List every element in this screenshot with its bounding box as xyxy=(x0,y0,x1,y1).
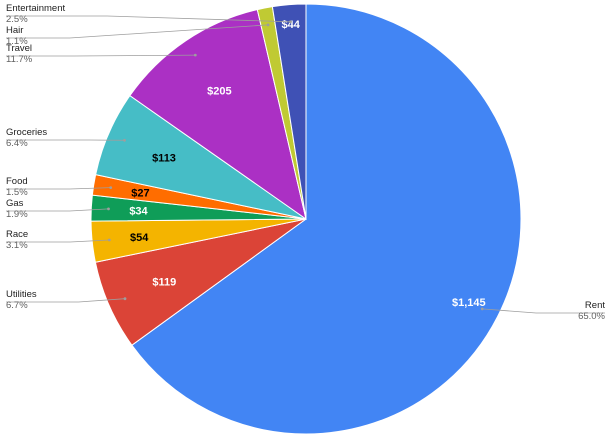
pie-slices xyxy=(90,3,522,435)
value-label-utilities: $119 xyxy=(152,276,176,288)
percent-label-groceries: 6.4% xyxy=(6,138,28,149)
leader-line-hair xyxy=(6,24,269,39)
leader-dot-entertainment xyxy=(289,20,292,24)
leader-dot-hair xyxy=(266,23,270,27)
percent-label-food: 1.5% xyxy=(6,187,28,198)
leader-line-gas xyxy=(6,208,109,212)
leader-line-utilities xyxy=(6,298,126,303)
leader-dot-rent xyxy=(480,307,484,311)
leader-dot-gas xyxy=(107,207,110,211)
category-label-groceries: Groceries xyxy=(6,127,47,138)
category-label-rent: Rent xyxy=(585,300,605,311)
value-label-travel: $205 xyxy=(207,86,231,98)
leader-dot-travel xyxy=(193,53,197,57)
pie-slice-travel xyxy=(129,8,307,221)
leader-dot-groceries xyxy=(123,138,126,142)
percent-label-utilities: 6.7% xyxy=(6,300,28,311)
value-label-groceries: $113 xyxy=(152,152,176,164)
value-label-rent: $1,145 xyxy=(452,297,486,309)
category-label-food: Food xyxy=(6,176,28,187)
percent-label-rent: 65.0% xyxy=(578,311,605,322)
value-labels: $1,145$119$54$34$27$113$205$44 xyxy=(129,19,485,309)
category-label-race: Race xyxy=(6,229,28,240)
category-label-utilities: Utilities xyxy=(6,289,37,300)
value-label-race: $54 xyxy=(130,232,149,244)
leader-line-entertainment xyxy=(6,15,291,23)
percent-label-travel: 11.7% xyxy=(6,54,33,65)
leader-dot-food xyxy=(109,186,113,190)
value-label-gas: $34 xyxy=(129,206,148,218)
pie-slice-entertainment xyxy=(271,3,307,220)
leader-line-travel xyxy=(6,54,196,57)
category-label-hair: Hair xyxy=(6,25,23,36)
leader-lines xyxy=(6,15,605,314)
category-label-entertainment: Entertainment xyxy=(6,3,66,14)
percent-label-gas: 1.9% xyxy=(6,209,28,220)
percent-label-entertainment: 2.5% xyxy=(6,14,28,25)
category-label-travel: Travel xyxy=(6,43,32,54)
category-label-gas: Gas xyxy=(6,198,24,209)
leader-line-rent xyxy=(482,308,605,314)
leader-line-food xyxy=(6,187,111,190)
value-label-food: $27 xyxy=(131,187,149,199)
leader-line-race xyxy=(6,239,110,243)
leader-dot-utilities xyxy=(123,297,127,301)
pie-slice-rent xyxy=(131,3,522,435)
leader-dot-race xyxy=(107,238,111,242)
percent-label-hair: 1.1% xyxy=(6,36,28,47)
percent-label-race: 3.1% xyxy=(6,240,28,251)
